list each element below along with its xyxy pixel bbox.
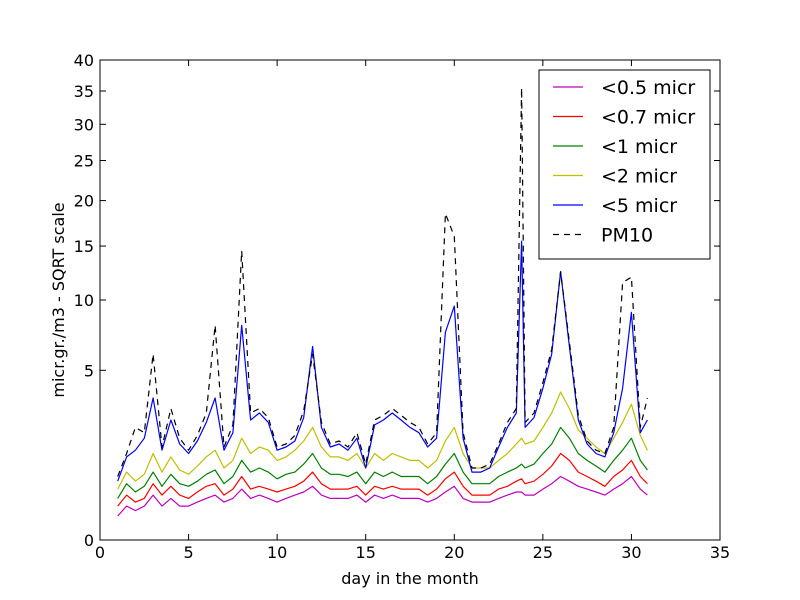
legend-label-2: <1 micr [601,136,677,158]
series-line-0 [117,475,648,517]
series-line-2 [117,426,648,499]
y-tick-label: 35 [74,82,94,101]
x-tick-label: 0 [95,543,105,562]
x-tick-label: 5 [183,543,193,562]
series-layer [117,87,648,517]
x-tick-label: 10 [267,543,287,562]
x-tick-label: 20 [444,543,464,562]
x-tick-label: 35 [710,543,730,562]
series-line-5 [117,87,648,477]
x-tick-label: 15 [356,543,376,562]
y-axis-title: micr.gr./m3 - SQRT scale [49,202,68,397]
y-tick-label: 15 [74,237,94,256]
y-tick-label: 5 [84,361,94,380]
legend-label-4: <5 micr [601,195,677,217]
x-tick-label: 30 [621,543,641,562]
legend-label-5: PM10 [601,225,653,247]
x-axis-title: day in the month [341,569,478,588]
x-tick-label: 25 [533,543,553,562]
legend: <0.5 micr <0.7 micr <1 micr <2 micr <5 micr P… [538,69,711,260]
series-line-1 [117,452,648,507]
legend-label-3: <2 micr [601,166,677,188]
y-tick-label: 20 [74,192,94,211]
y-tick-label: 40 [74,51,94,70]
y-tick-label: 10 [74,291,94,310]
axis-layer: 0 5 10 15 20 25 30 35 0 5 10 15 20 25 30 35 40 [74,51,731,562]
legend-label-1: <0.7 micr [601,107,695,129]
legend-box [538,69,711,260]
y-tick-label: 25 [74,152,94,171]
series-line-3 [117,391,648,490]
y-tick-label: 30 [74,115,94,134]
legend-label-0: <0.5 micr [601,77,695,99]
y-tick-label: 0 [84,531,94,550]
